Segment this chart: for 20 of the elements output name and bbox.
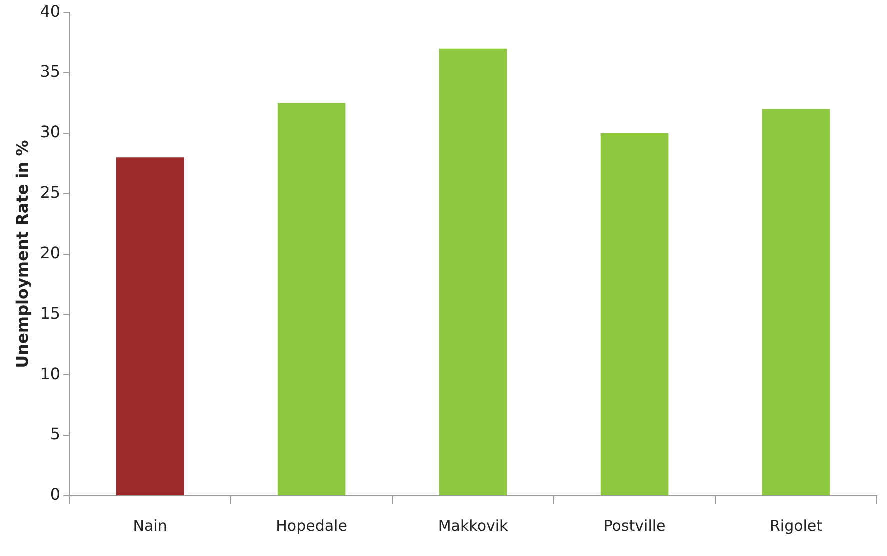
bar bbox=[116, 158, 184, 496]
y-tick-label: 5 bbox=[50, 424, 61, 444]
x-tick-label: Makkovik bbox=[438, 516, 509, 535]
y-tick-label: 15 bbox=[40, 304, 61, 323]
bar bbox=[439, 48, 508, 496]
y-tick-label: 30 bbox=[40, 122, 61, 142]
y-axis-title: Unemployment Rate in % bbox=[12, 140, 32, 368]
x-tick-label: Nain bbox=[133, 516, 168, 535]
x-tick-label: Postville bbox=[604, 516, 666, 535]
x-tick-label: Hopedale bbox=[276, 516, 348, 535]
bar bbox=[278, 103, 346, 496]
x-tick-label: Rigolet bbox=[770, 516, 823, 535]
y-tick-label: 35 bbox=[40, 62, 61, 82]
y-tick-label: 0 bbox=[50, 485, 61, 504]
bar bbox=[600, 133, 669, 496]
y-tick-label: 20 bbox=[40, 243, 61, 262]
y-tick-label: 40 bbox=[40, 2, 61, 21]
y-tick-label: 25 bbox=[40, 183, 61, 202]
bar bbox=[762, 109, 830, 496]
y-tick-label: 10 bbox=[40, 364, 61, 384]
